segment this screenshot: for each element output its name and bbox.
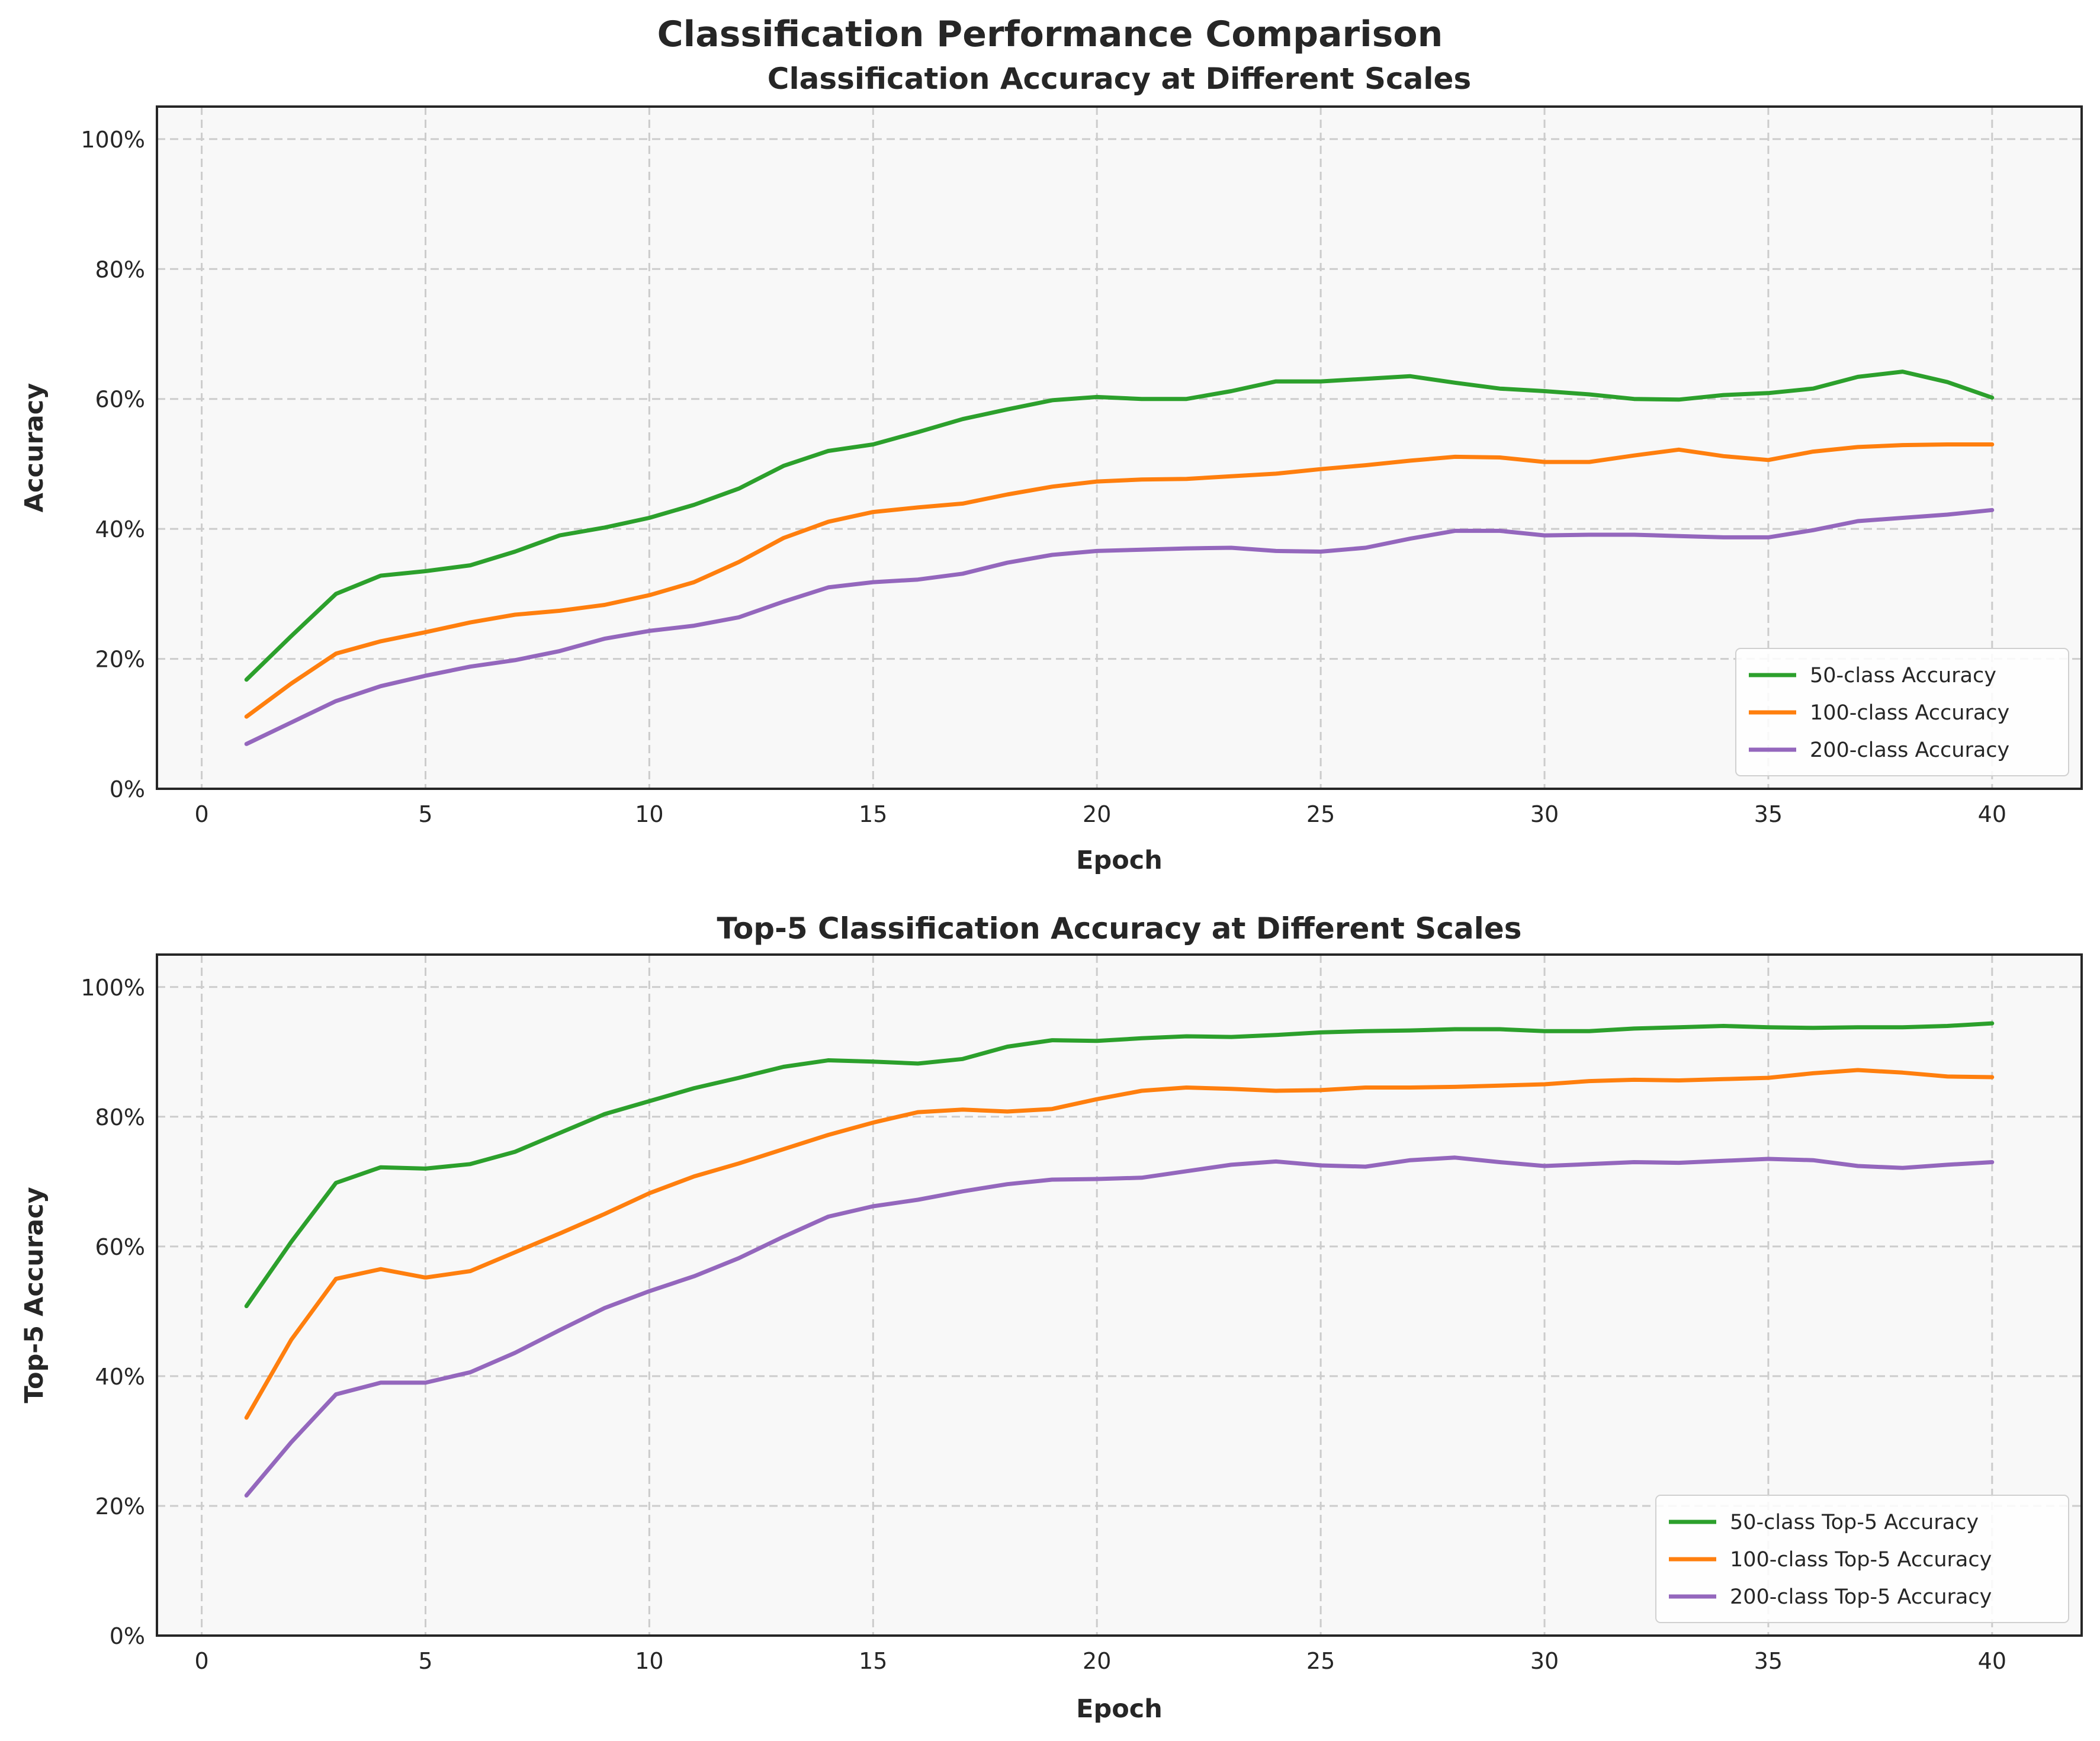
x-tick-label: 20 [1083,1648,1111,1674]
x-tick-label: 10 [635,801,663,827]
legend-entry: 50-class Accuracy [1810,664,1996,688]
x-tick-label: 0 [194,801,208,827]
y-tick-label: 40% [95,1364,145,1390]
legend-entry: 100-class Accuracy [1810,701,2009,725]
series-line-1 [244,370,1995,682]
x-axis-ticks: 0 5 10 15 20 25 30 35 40 [194,1648,2006,1674]
legend: 50-class Accuracy 100-class Accuracy 200-c… [1735,648,2069,776]
x-tick-label: 15 [859,1648,887,1674]
y-tick-label: 0% [110,1623,145,1649]
y-tick-label: 80% [95,256,145,282]
y-axis-label: Accuracy [20,383,49,513]
plot-frame [156,105,2083,790]
x-tick-label: 0 [194,1648,208,1674]
legend-entry: 200-class Accuracy [1810,738,2009,762]
x-tick-label: 5 [418,1648,432,1674]
y-tick-label: 80% [95,1104,145,1130]
x-tick-label: 30 [1530,801,1559,827]
chart-title: Classification Accuracy at Different Sca… [768,62,1471,96]
x-tick-label: 35 [1754,1648,1783,1674]
x-tick-label: 40 [1978,1648,2006,1674]
figure-title: Classification Performance Comparison [657,14,1443,55]
y-tick-label: 100% [81,975,145,1001]
x-axis-ticks: 0 5 10 15 20 25 30 35 40 [194,801,2006,827]
y-tick-label: 20% [95,1493,145,1520]
x-tick-label: 40 [1978,801,2006,827]
y-tick-label: 60% [95,387,145,413]
x-axis-label: Epoch [1076,846,1163,875]
x-tick-label: 30 [1530,1648,1559,1674]
series-line-2 [244,1068,1995,1420]
y-tick-label: 20% [95,647,145,673]
y-tick-label: 60% [95,1234,145,1260]
legend-entry: 200-class Top-5 Accuracy [1730,1585,1992,1609]
series-line-2 [244,442,1995,719]
x-tick-label: 25 [1306,801,1335,827]
y-axis-label: Top-5 Accuracy [20,1187,49,1403]
series-lines [244,370,1995,746]
legend-entry: 100-class Top-5 Accuracy [1730,1548,1992,1572]
plot-frame [156,953,2083,1637]
x-tick-label: 25 [1306,1648,1335,1674]
x-tick-label: 20 [1083,801,1111,827]
legend: 50-class Top-5 Accuracy 100-class Top-5 A… [1655,1495,2069,1623]
y-axis-ticks: 0% 20% 40% 60% 80% 100% [81,127,145,802]
top5-accuracy-chart: 0 5 10 15 20 25 30 35 40 0% 20% 40% 60% 80% 100% Top-… [20,911,2083,1724]
grid-lines [157,955,2082,1637]
y-tick-label: 0% [110,776,145,802]
y-tick-label: 40% [95,516,145,542]
series-line-3 [244,507,1995,746]
series-lines [244,1021,1995,1498]
x-tick-label: 35 [1754,801,1783,827]
y-tick-label: 100% [81,127,145,153]
series-line-3 [244,1155,1995,1498]
x-tick-label: 10 [635,1648,663,1674]
x-axis-label: Epoch [1076,1694,1163,1724]
series-line-1 [244,1021,1995,1309]
y-axis-ticks: 0% 20% 40% 60% 80% 100% [81,975,145,1649]
x-tick-label: 5 [418,801,432,827]
legend-box [1655,1495,2069,1623]
legend-entry: 50-class Top-5 Accuracy [1730,1511,1979,1534]
accuracy-chart: 0 5 10 15 20 25 30 35 40 0% 20% 40% 60% 80% 100% Clas… [20,62,2083,875]
legend-box [1735,648,2069,776]
chart-title: Top-5 Classification Accuracy at Differe… [717,911,1521,946]
x-tick-label: 15 [859,801,887,827]
